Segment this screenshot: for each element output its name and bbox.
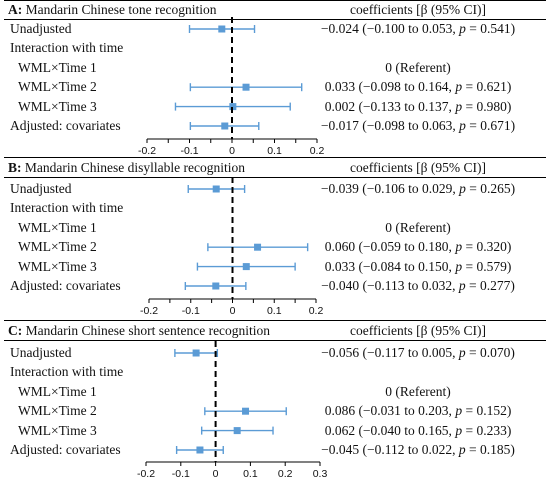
- row-label: Adjusted: covariates: [10, 442, 121, 457]
- row-label: WML×Time 1: [18, 59, 97, 75]
- row-label: Interaction with time: [10, 364, 124, 380]
- panel-top-rule: [4, 157, 546, 158]
- panel-title-text: Mandarin Chinese short sentence recognit…: [25, 323, 271, 338]
- coef-value: −0.045 (−0.112 to 0.022, p = 0.185): [321, 442, 515, 457]
- coef-value: 0.033 (−0.084 to 0.150, p = 0.579): [324, 258, 512, 274]
- coef-value: 0 (Referent): [385, 219, 451, 235]
- x-tick-label: 0.1: [267, 145, 282, 157]
- x-tick-label: 0.1: [243, 468, 258, 480]
- row-label: Adjusted: covariates: [10, 118, 121, 133]
- coef-value: 0.060 (−0.059 to 0.180, p = 0.320): [324, 239, 512, 255]
- coef-value: −0.039 (−0.106 to 0.029, p = 0.265): [320, 181, 516, 196]
- row-label: WML×Time 2: [18, 403, 97, 419]
- x-tick-label: 0.3: [313, 468, 328, 480]
- coef-header: coefficients [β (95% CI)]: [350, 2, 486, 17]
- x-tick-label: -0.1: [180, 145, 198, 157]
- panel-letter: B:: [8, 160, 22, 175]
- x-tick-label: -0.2: [137, 468, 155, 480]
- coef-value: 0 (Referent): [385, 59, 451, 75]
- x-tick-label: 0: [229, 145, 235, 157]
- point-estimate: [233, 427, 241, 435]
- point-estimate: [218, 25, 226, 33]
- panel-a: A: Mandarin Chinese tone recognition coe…: [0, 0, 550, 160]
- row-label: WML×Time 3: [18, 258, 97, 274]
- panel-letter: C:: [8, 323, 23, 338]
- panel-title: B: Mandarin Chinese disyllable recogniti…: [8, 160, 245, 176]
- x-tick-label: 0: [213, 468, 219, 480]
- point-estimate: [221, 122, 229, 130]
- row-label: Adjusted: covariates: [10, 278, 121, 293]
- row-label: Unadjusted: [10, 181, 72, 196]
- coef-value: 0 (Referent): [385, 383, 451, 399]
- point-estimate: [242, 263, 250, 271]
- point-estimate: [212, 282, 220, 290]
- x-tick-label: -0.1: [182, 305, 200, 317]
- panel-top-rule: [4, 0, 546, 1]
- coef-header: coefficients [β (95% CI)]: [350, 160, 486, 175]
- point-estimate: [192, 349, 200, 357]
- coef-value: −0.040 (−0.113 to 0.032, p = 0.277): [321, 278, 515, 293]
- row-label: WML×Time 1: [18, 219, 97, 235]
- x-tick-label: -0.1: [172, 468, 190, 480]
- coef-value: 0.002 (−0.133 to 0.137, p = 0.980): [324, 98, 512, 114]
- coef-value: 0.033 (−0.098 to 0.164, p = 0.621): [324, 79, 512, 95]
- point-estimate: [242, 83, 250, 91]
- row-label: Interaction with time: [10, 200, 124, 216]
- x-tick-label: -0.2: [138, 145, 156, 157]
- coef-value: −0.024 (−0.100 to 0.053, p = 0.541): [320, 21, 516, 36]
- panel-header-rule: [4, 177, 546, 178]
- panel-b: B: Mandarin Chinese disyllable recogniti…: [4, 157, 546, 178]
- x-tick-label: 0.2: [309, 305, 324, 317]
- panel-letter: A:: [8, 2, 23, 17]
- row-label: WML×Time 2: [18, 79, 97, 95]
- coef-value: 0.062 (−0.040 to 0.165, p = 0.233): [324, 422, 512, 438]
- coef-value: −0.017 (−0.098 to 0.063, p = 0.671): [320, 118, 516, 133]
- row-label: WML×Time 2: [18, 239, 97, 255]
- x-tick-label: 0: [230, 305, 236, 317]
- row-label: Unadjusted: [10, 21, 72, 36]
- coef-header: coefficients [β (95% CI)]: [350, 323, 486, 338]
- x-tick-label: 0.1: [267, 305, 282, 317]
- point-estimate: [242, 407, 250, 415]
- coef-value: 0.086 (−0.031 to 0.203, p = 0.152): [324, 403, 512, 419]
- panel-header-rule: [4, 19, 546, 20]
- row-label: Interaction with time: [10, 40, 124, 56]
- x-tick-label: 0.2: [278, 468, 293, 480]
- x-tick-label: 0.2: [310, 145, 325, 157]
- panel-top-rule: [4, 320, 546, 321]
- panel-title: A: Mandarin Chinese tone recognition: [8, 2, 216, 18]
- panel-title: C: Mandarin Chinese short sentence recog…: [8, 323, 270, 339]
- panel-title-text: Mandarin Chinese tone recognition: [25, 2, 217, 17]
- point-estimate: [229, 103, 237, 111]
- point-estimate: [212, 185, 220, 193]
- x-tick-label: -0.2: [140, 305, 158, 317]
- point-estimate: [196, 446, 204, 454]
- panel-title-text: Mandarin Chinese disyllable recognition: [24, 160, 245, 175]
- row-label: WML×Time 3: [18, 422, 97, 438]
- row-label: WML×Time 1: [18, 383, 97, 399]
- point-estimate: [254, 243, 262, 251]
- row-label: WML×Time 3: [18, 98, 97, 114]
- row-label: Unadjusted: [10, 345, 72, 360]
- coef-value: −0.056 (−0.117 to 0.005, p = 0.070): [321, 345, 515, 360]
- panel-header-rule: [4, 340, 546, 341]
